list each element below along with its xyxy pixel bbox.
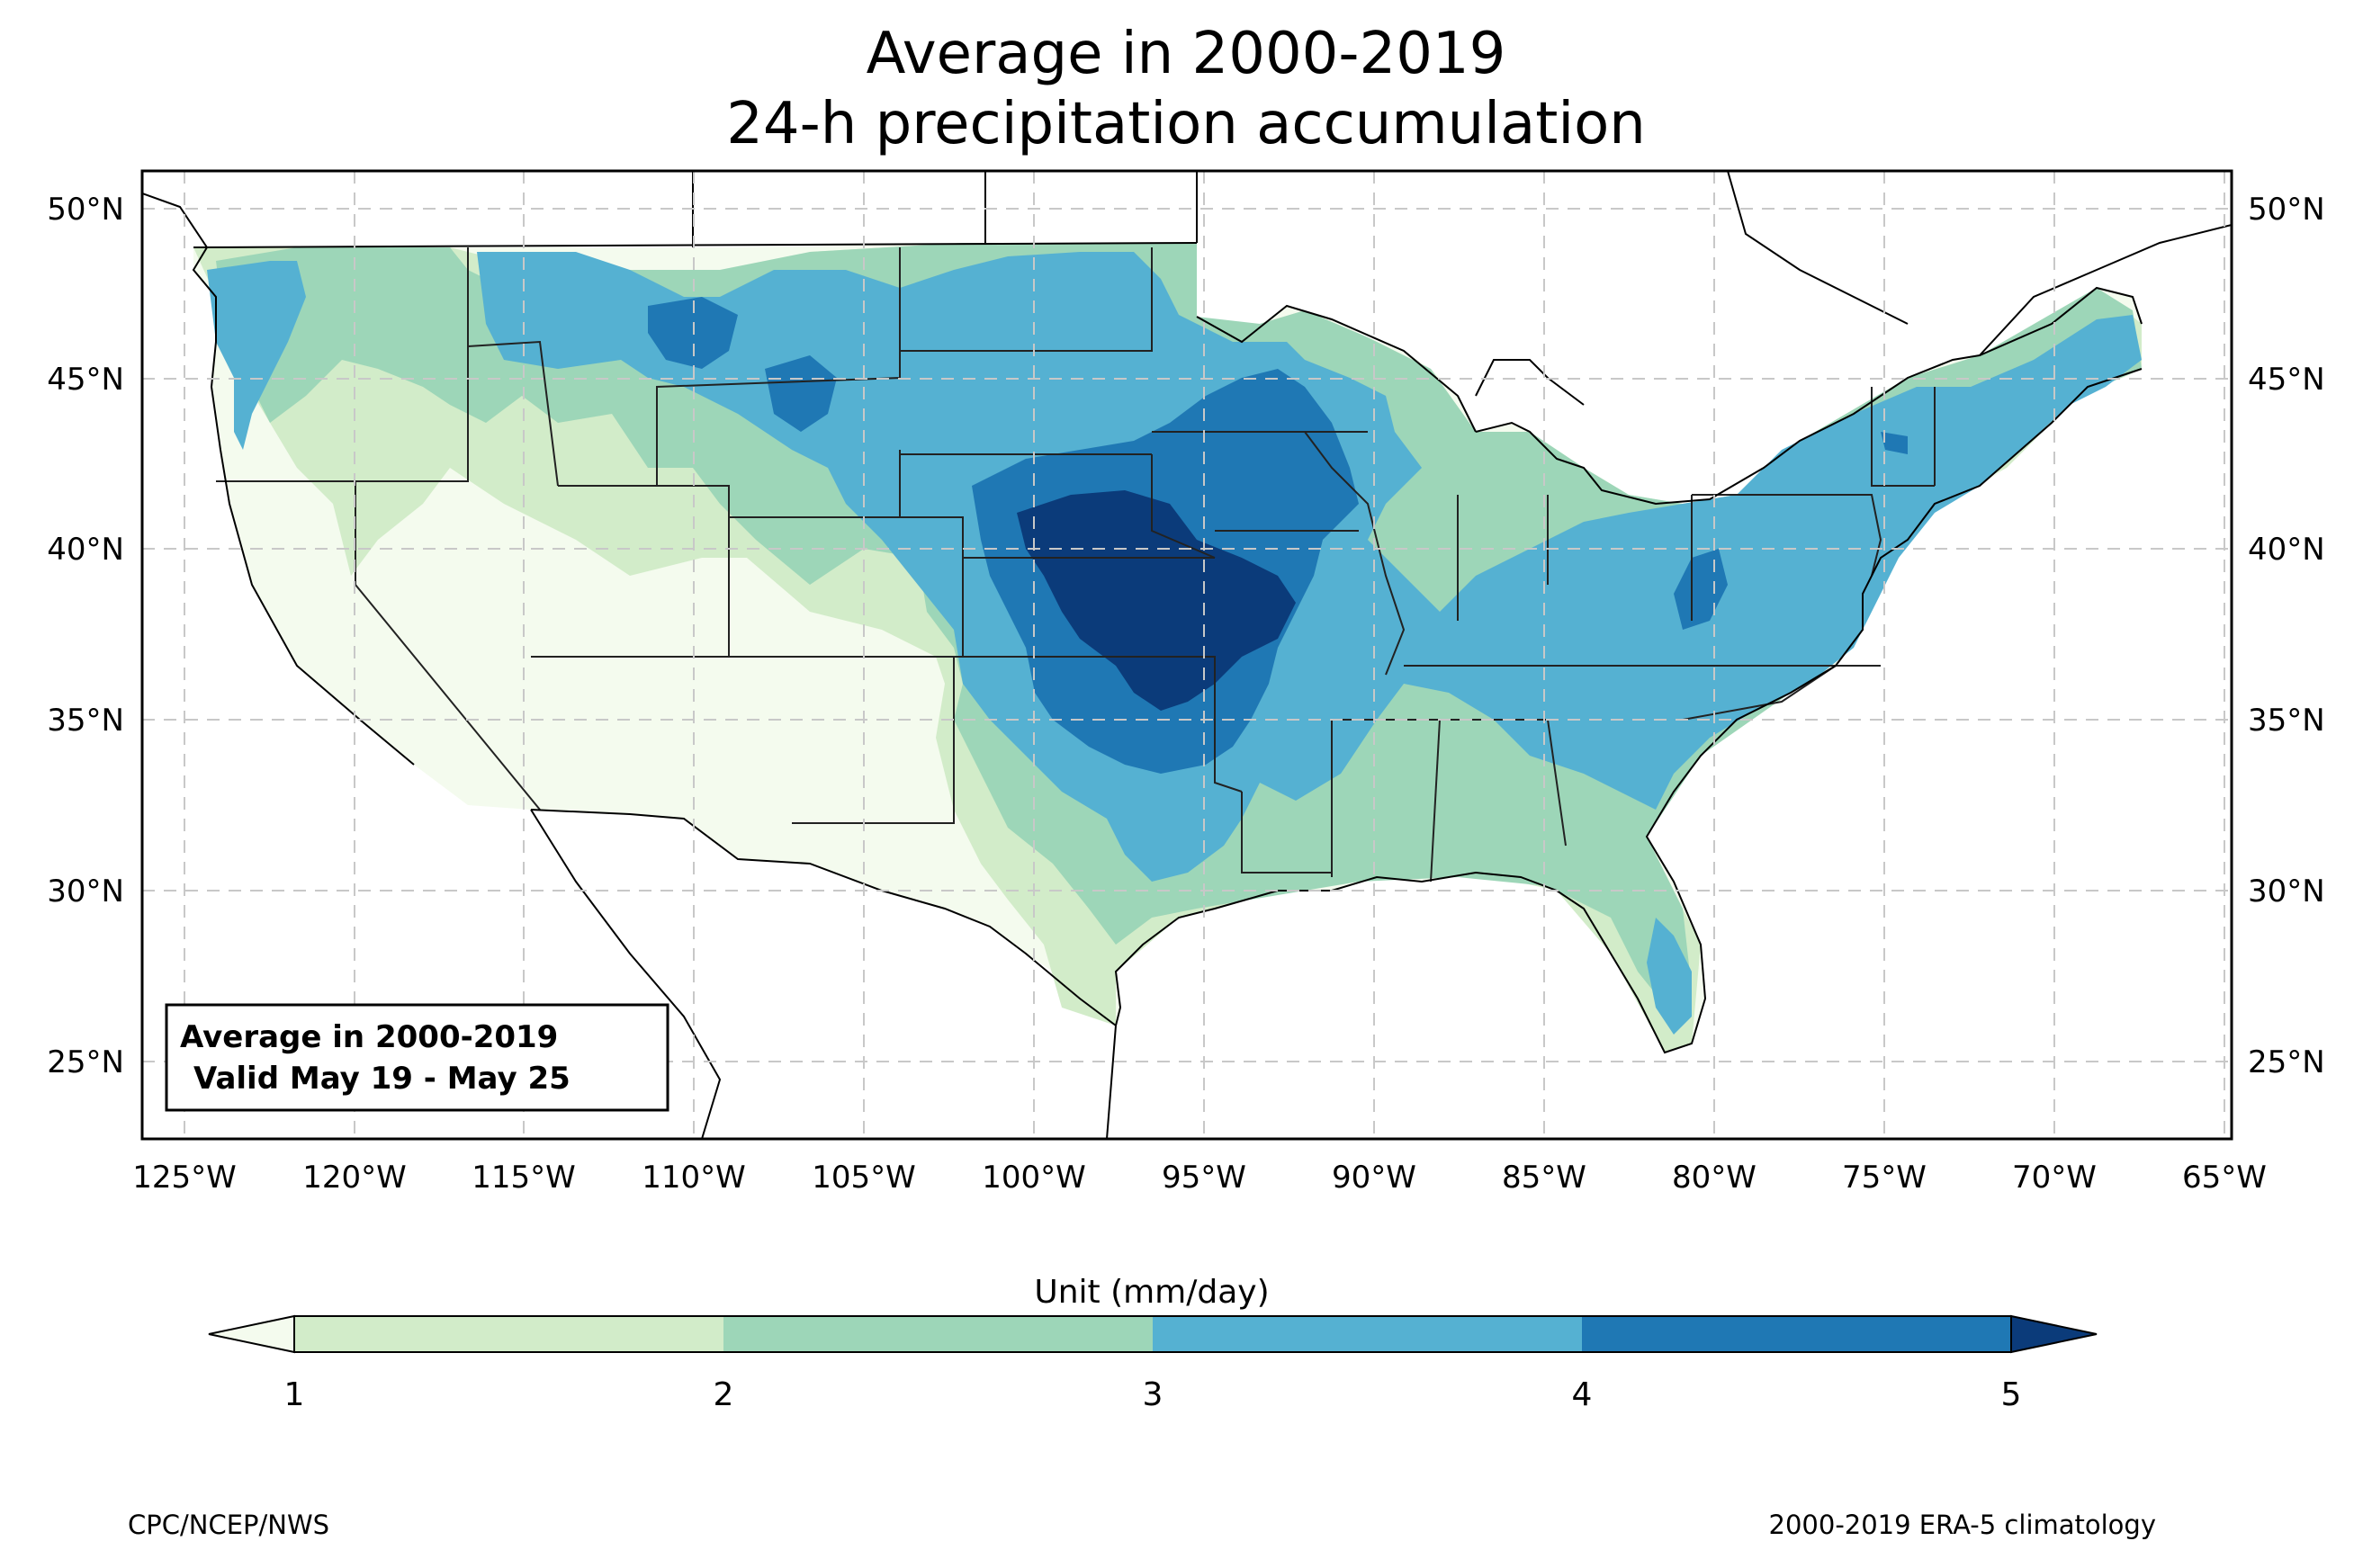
lon-label: 125°W [132,1160,237,1196]
colorbar-segment [723,1316,1153,1352]
info-box-line2: Valid May 19 - May 25 [193,1061,571,1097]
lat-label: 50°N [47,192,124,228]
lon-label: 115°W [472,1160,576,1196]
lon-labels: 125°W 120°W 115°W 110°W 105°W 100°W 95°W… [132,1160,2267,1196]
band-3-4-pnw [207,261,306,450]
lat-label: 25°N [47,1044,124,1080]
lat-label: 40°N [47,532,124,568]
lat-labels-left: 25°N 30°N 35°N 40°N 45°N 50°N [47,192,124,1080]
colorbar-tick: 4 [1572,1376,1593,1413]
gridlines [142,171,2232,1139]
lat-label: 35°N [47,703,124,739]
lat-label: 30°N [2248,874,2325,909]
lat-label: 25°N [2248,1044,2325,1080]
band-5-plus [1017,490,1296,711]
lon-label: 120°W [302,1160,407,1196]
colorbar-segment [294,1316,723,1352]
credit-left: CPC/NCEP/NWS [128,1510,330,1540]
colorbar-over-arrow [2010,1314,2098,1354]
colorbar-unit-label: Unit (mm/day) [1034,1274,1269,1311]
lat-label: 45°N [47,362,124,398]
info-box: Average in 2000-2019 Valid May 19 - May … [165,1003,669,1112]
map-content [142,171,2232,1139]
lon-label: 65°W [2182,1160,2267,1196]
lon-label: 105°W [812,1160,916,1196]
map-title-line2: 24-h precipitation accumulation [726,91,1646,157]
lon-label: 110°W [642,1160,746,1196]
colorbar-tick: 5 [2001,1376,2022,1413]
credit-right: 2000-2019 ERA-5 climatology [1768,1510,2156,1540]
lon-label: 100°W [982,1160,1086,1196]
lon-label: 80°W [1672,1160,1757,1196]
colorbar-under-arrow [208,1314,295,1354]
lon-label: 90°W [1332,1160,1416,1196]
lon-label: 95°W [1162,1160,1246,1196]
lon-label: 75°W [1842,1160,1927,1196]
colorbar-tick: 2 [714,1376,734,1413]
colorbar-segment [1153,1316,1582,1352]
info-box-line1: Average in 2000-2019 [180,1019,558,1055]
band-4-5-wyoming [765,355,837,432]
colorbar-tick: 1 [284,1376,305,1413]
map-frame [140,169,2233,1141]
colorbar-tick: 3 [1143,1376,1164,1413]
colorbar: Unit (mm/day) 1 2 3 4 5 [208,1274,2098,1413]
band-4-5-ny [1881,432,1908,454]
lat-label: 40°N [2248,532,2325,568]
state-boundaries [216,247,1936,883]
colorbar-outline [293,1315,2012,1353]
lon-label: 70°W [2012,1160,2097,1196]
lat-labels-right: 25°N 30°N 35°N 40°N 45°N 50°N [2248,192,2325,1080]
lat-label: 30°N [47,874,124,909]
lon-label: 85°W [1502,1160,1586,1196]
colorbar-segment [1582,1316,2011,1352]
lat-label: 50°N [2248,192,2325,228]
band-3-4-florida [1647,918,1692,1035]
lat-label: 45°N [2248,362,2325,398]
lat-label: 35°N [2248,703,2325,739]
map-title-line1: Average in 2000-2019 [866,21,1506,87]
